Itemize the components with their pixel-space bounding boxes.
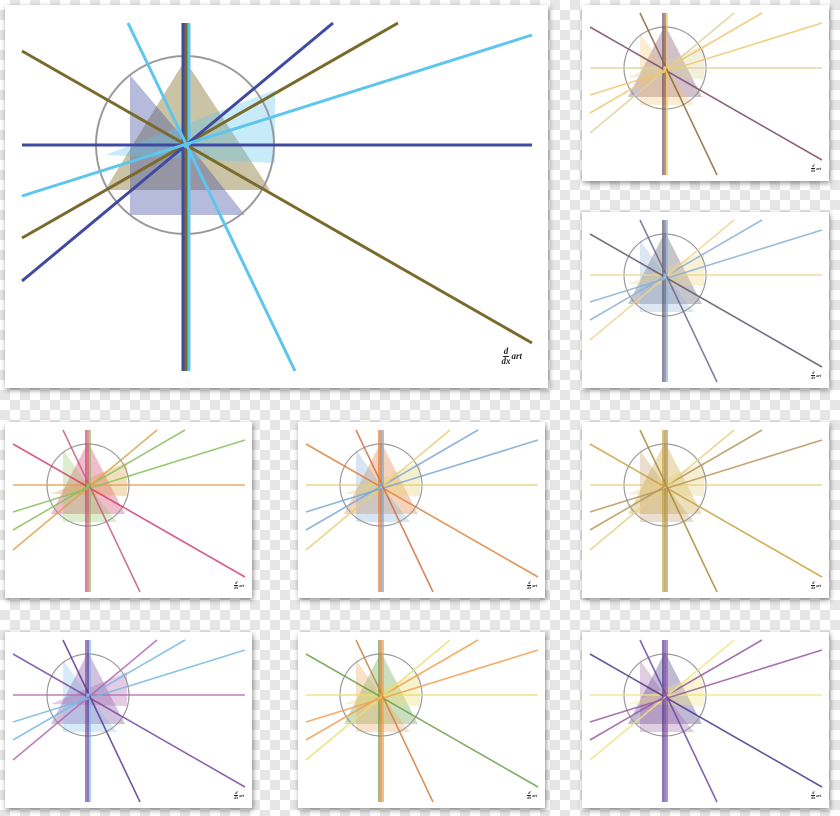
artwork-card-c1[interactable]: d dx art [5, 632, 252, 808]
dxart-logo: d dx art [501, 346, 522, 366]
artwork-card-b3[interactable]: d dx art [582, 422, 829, 598]
starburst-artwork-main [21, 21, 533, 372]
dxart-logo: d dx art [811, 580, 821, 590]
starburst-artwork-b3 [589, 429, 823, 593]
dxart-logo: d dx art [811, 370, 821, 380]
starburst-artwork-c1 [12, 639, 246, 803]
dxart-logo: d dx art [527, 580, 537, 590]
artwork-card-c2[interactable]: d dx art [298, 632, 545, 808]
starburst-artwork-b2 [305, 429, 539, 593]
artwork-card-r1[interactable]: d dx art [582, 5, 829, 181]
starburst-artwork-b1 [12, 429, 246, 593]
artwork-card-r2[interactable]: d dx art [582, 212, 829, 388]
dxart-logo: d dx art [811, 790, 821, 800]
artwork-card-c3[interactable]: d dx art [582, 632, 829, 808]
dxart-logo: d dx art [811, 163, 821, 173]
starburst-artwork-c2 [305, 639, 539, 803]
dxart-logo: d dx art [234, 580, 244, 590]
starburst-artwork-r1 [589, 12, 823, 176]
starburst-artwork-c3 [589, 639, 823, 803]
artwork-card-main[interactable]: d dx art [5, 5, 548, 388]
artwork-card-b2[interactable]: d dx art [298, 422, 545, 598]
dxart-logo: d dx art [234, 790, 244, 800]
artwork-card-b1[interactable]: d dx art [5, 422, 252, 598]
starburst-artwork-r2 [589, 219, 823, 383]
dxart-logo: d dx art [527, 790, 537, 800]
